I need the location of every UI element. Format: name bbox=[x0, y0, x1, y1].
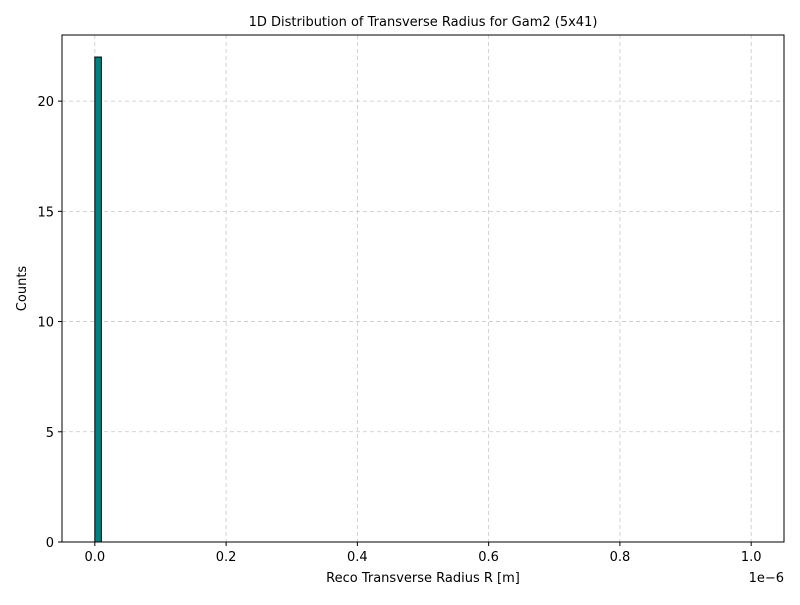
histogram-bar bbox=[94, 56, 102, 543]
y-tick-label: 20 bbox=[37, 95, 54, 110]
y-tick-label: 10 bbox=[37, 316, 54, 331]
x-tick-label: 1.0 bbox=[741, 550, 762, 565]
plot-area-frame bbox=[61, 34, 785, 543]
y-axis-label: Counts bbox=[15, 266, 30, 312]
histogram-bars bbox=[94, 56, 102, 543]
x-tick-label: 0.4 bbox=[347, 550, 368, 565]
x-axis-label: Reco Transverse Radius R [m] bbox=[326, 571, 520, 586]
y-axis-ticks: 0 5 10 15 20 bbox=[37, 95, 62, 551]
x-axis-ticks: 0.0 0.2 0.4 0.6 0.8 1.0 bbox=[84, 542, 762, 565]
x-tick-label: 0.0 bbox=[84, 550, 105, 565]
x-tick-label: 0.6 bbox=[478, 550, 499, 565]
y-tick-label: 15 bbox=[37, 205, 54, 220]
x-tick-label: 0.8 bbox=[610, 550, 631, 565]
grid-lines bbox=[62, 35, 784, 543]
x-tick-label: 0.2 bbox=[216, 550, 237, 565]
chart-title: 1D Distribution of Transverse Radius for… bbox=[249, 15, 598, 30]
y-tick-label: 0 bbox=[46, 536, 54, 551]
x-axis-offset-text: 1e−6 bbox=[749, 571, 784, 586]
y-tick-label: 5 bbox=[46, 426, 54, 441]
